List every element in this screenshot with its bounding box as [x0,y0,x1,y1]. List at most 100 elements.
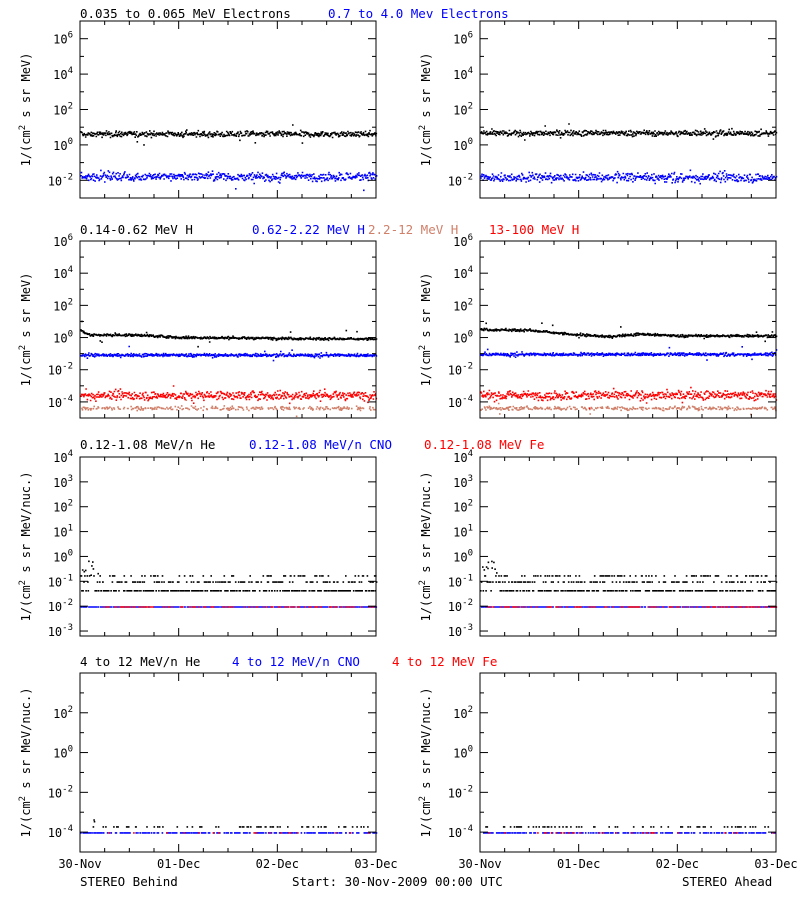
row3-behind-ytick-label: 100 [53,548,73,564]
row4-ahead-series-3-points [488,832,775,834]
row3-ahead-series-1-points [480,560,778,592]
row4-ahead-ytick-label: 102 [453,705,473,721]
row4-behind-ytick-label: 100 [53,745,73,761]
row2-ahead-series-2-points [480,346,778,361]
row2-behind-series-3 [81,399,376,418]
row1-ahead-panel: 10-2 100 102 104 106 1/(cm2 s sr MeV) [418,20,778,199]
row1-ahead-ytick-label: 100 [453,137,473,153]
row4-ahead-series-2 [483,832,776,834]
row-titles: 0.035 to 0.065 MeV Electrons 0.7 to 4.0 M… [80,6,579,669]
row3-behind-ytick-label: 10-1 [48,573,73,589]
row2-behind-ylabel: 1/(cm2 s sr MeV) [18,273,33,387]
row3-behind-ytick-label: 10-2 [48,598,73,614]
row2-ahead-ytick-label: 10-4 [448,394,473,410]
row-2-title-2: 0.62-2.22 MeV H [252,222,365,237]
row2-behind-panel: 10-4 10-2 100 102 104 106 1/(cm2 s sr MeV) [18,233,378,419]
row-4-title-3: 4 to 12 MeV Fe [392,654,497,669]
row1-ahead-series-1 [480,123,778,141]
row4-behind-frame [79,672,377,853]
row2-ahead-series-1-points [480,322,778,343]
row3-ahead-series-1 [480,560,778,592]
row4-behind-xtick-label: 03-Dec [354,857,397,871]
row3-behind-panel: 10-3 10-2 10-1 100 101 102 103 104 1/(cm2 s sr M… [18,449,378,639]
row2-behind-series-2-points [80,345,378,362]
row2-behind-frame [79,240,377,419]
row4-behind-series-1-points [92,819,369,828]
row2-ahead-ytick-label: 104 [453,265,473,281]
row4-behind-series-1 [92,819,369,828]
row1-behind-series-1-points [80,124,378,146]
row1-behind-ytick-label: 10-2 [48,172,73,188]
row1-behind-ytick-label: 100 [53,137,73,153]
row2-behind-series-4 [80,385,378,405]
row4-ahead-xtick-label: 01-Dec [557,857,600,871]
row1-behind-series-1 [80,124,378,146]
row4-behind-xtick-label: 30-Nov [58,857,101,871]
row3-behind-ytick-label: 103 [53,474,73,490]
row2-ahead-ytick-label: 102 [453,297,473,313]
row4-ahead-series-3 [488,832,775,834]
row4-behind-ytick-label: 10-4 [48,824,73,840]
row1-behind-series-2 [80,169,378,192]
row2-ahead-series-2 [480,346,778,361]
row2-behind-ytick-label: 10-2 [48,362,73,378]
row4-behind-series-2 [80,832,378,834]
row1-ahead-frame [479,20,777,199]
row1-ahead-series-2 [480,169,778,185]
panels-group: 10-2 100 102 104 106 1/(cm2 s sr MeV) 10-2 100 1… [18,20,798,871]
row-3-title-2: 0.12-1.08 MeV/n CNO [249,437,392,452]
row3-behind-series-1-points [80,560,378,592]
row4-ahead-panel: 10-4 10-2 100 102 1/(cm2 s sr MeV/nuc.) 30-No… [418,672,798,871]
row2-behind-series-1 [80,320,378,348]
row-3-title-3: 0.12-1.08 MeV Fe [424,437,544,452]
row2-ahead-series-3 [480,402,777,416]
row2-ahead-series-4 [480,386,778,410]
row1-ahead-ytick-label: 10-2 [448,172,473,188]
row1-ahead-series-1-points [480,123,778,141]
row-1-title-2: 0.7 to 4.0 Mev Electrons [328,6,509,21]
row3-behind-series-3 [103,606,377,608]
row3-ahead-ytick-label: 10-2 [448,598,473,614]
row4-ahead-frame [479,672,777,853]
row2-ahead-series-1 [480,322,778,343]
row3-ahead-frame [479,456,777,637]
row1-ahead-ytick-label: 106 [453,31,473,47]
row2-ahead-ytick-label: 106 [453,233,473,249]
row4-ahead-xtick-label: 03-Dec [754,857,797,871]
row2-behind-ytick-label: 10-4 [48,394,73,410]
row1-behind-ytick-label: 104 [53,66,73,82]
row4-ahead-series-2-points [483,832,776,834]
row4-ahead-ytick-label: 100 [453,745,473,761]
row4-ahead-ylabel: 1/(cm2 s sr MeV/nuc.) [418,688,433,838]
row4-behind-xtick-label: 02-Dec [256,857,299,871]
row3-ahead-series-3 [487,606,778,608]
row3-behind-ytick-label: 101 [53,524,73,540]
row1-ahead-series-2-points [480,169,778,185]
row1-ahead-ytick-label: 104 [453,66,473,82]
row3-behind-ytick-label: 10-3 [48,623,73,639]
row3-behind-series-3-points [103,606,377,608]
row2-behind-ytick-label: 106 [53,233,73,249]
row1-behind-ytick-label: 102 [53,102,73,118]
row3-behind-ytick-label: 102 [53,499,73,515]
row4-ahead-ytick-label: 10-4 [448,824,473,840]
row3-ahead-series-3-points [487,606,778,608]
row4-behind-series-2-points [80,832,378,834]
row-3-title-1: 0.12-1.08 MeV/n He [80,437,215,452]
row3-ahead-ytick-label: 101 [453,524,473,540]
row3-ahead-ytick-label: 100 [453,548,473,564]
row3-ahead-ylabel: 1/(cm2 s sr MeV/nuc.) [418,472,433,622]
row3-ahead-panel: 10-3 10-2 10-1 100 101 102 103 104 1/(cm2 s sr M… [418,449,778,639]
row2-ahead-ytick-label: 10-2 [448,362,473,378]
footer-center: Start: 30-Nov-2009 00:00 UTC [292,874,503,889]
row2-behind-ytick-label: 100 [53,330,73,346]
row-1-title-1: 0.035 to 0.065 MeV Electrons [80,6,291,21]
row2-ahead-panel: 10-4 10-2 100 102 104 106 1/(cm2 s sr MeV) [418,233,778,419]
row2-behind-series-4-points [80,385,378,405]
row3-ahead-ytick-label: 104 [453,449,473,465]
row3-ahead-ytick-label: 103 [453,474,473,490]
row4-ahead-xtick-label: 02-Dec [656,857,699,871]
row4-behind-series-3 [108,832,370,834]
row4-ahead-xtick-label: 30-Nov [458,857,501,871]
